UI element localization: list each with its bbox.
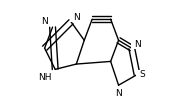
FancyBboxPatch shape [131,40,143,49]
Text: S: S [139,70,145,79]
Text: N: N [41,17,48,26]
FancyBboxPatch shape [70,13,82,22]
Text: N: N [73,13,80,22]
FancyBboxPatch shape [36,73,53,82]
Text: N: N [134,40,140,49]
FancyBboxPatch shape [113,88,124,98]
Text: NH: NH [38,73,51,82]
Text: N: N [115,89,122,98]
FancyBboxPatch shape [136,70,148,79]
FancyBboxPatch shape [39,17,51,26]
